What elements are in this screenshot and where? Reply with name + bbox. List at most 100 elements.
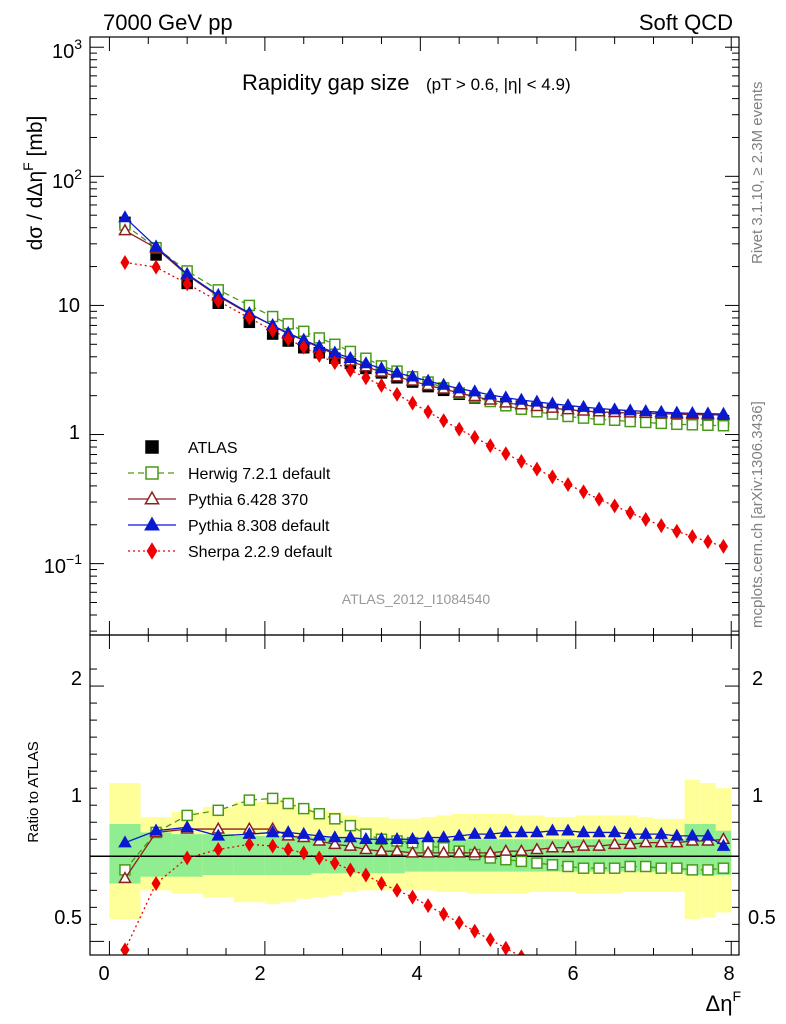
ratio-ytick-1-right: 1 xyxy=(752,785,763,807)
ratio-pythia-8-308-default-point xyxy=(623,826,637,839)
ratio-pythia-8-308-default-point xyxy=(118,835,132,848)
sherpa-2-2-9-default-point xyxy=(485,438,495,454)
sherpa-2-2-9-default-point xyxy=(454,421,464,437)
top-y-axis-ticks xyxy=(90,46,739,632)
ratio-pythia-6-428-370-point xyxy=(118,871,132,884)
ratio-sherpa-2-2-9-default-point xyxy=(299,845,309,861)
pythia-8-308-default-point xyxy=(118,210,132,223)
pythia-8-308-default-point xyxy=(359,356,373,369)
legend-marker-pythia-8-308-default xyxy=(144,516,160,531)
ratio-pythia-8-308-default-point xyxy=(514,825,529,838)
sherpa-2-2-9-default-point xyxy=(392,386,402,402)
ratio-herwig-7-2-1-default-point xyxy=(329,813,341,825)
ratio-pythia-8-308-default-point xyxy=(436,830,451,843)
ratio-pythia-8-308-default-point xyxy=(499,825,513,838)
sherpa-2-2-9-default-point xyxy=(407,395,418,411)
ratio-pythia-6-428-370-point xyxy=(499,843,513,856)
ratio-herwig-7-2-1-default-point xyxy=(297,802,310,815)
pythia-8-308-default-point xyxy=(623,403,637,416)
ratio-y-axis-label: Ratio to ATLAS xyxy=(25,741,42,842)
pythia-8-308-default-point xyxy=(607,402,622,415)
ratio-ytick-1-left: 1 xyxy=(71,785,82,807)
sherpa-2-2-9-default-point xyxy=(718,538,729,554)
sherpa-2-2-9-default-point xyxy=(283,331,293,347)
pythia-8-308-default-point xyxy=(701,406,715,419)
pythia-8-308-default-point xyxy=(638,404,653,417)
ratio-pythia-8-308-default-point xyxy=(281,825,295,838)
xtick-label-8: 8 xyxy=(723,963,734,985)
ratio-sherpa-2-2-9-default-point xyxy=(580,977,588,990)
ratio-pythia-6-428-370-point xyxy=(561,840,575,853)
legend-label-pythia-8-308-default: Pythia 8.308 default xyxy=(188,518,330,535)
xtick-label-6: 6 xyxy=(567,963,578,985)
pythia-8-308-default-point xyxy=(374,361,389,374)
ratio-herwig-7-2-1-default-point xyxy=(702,864,714,876)
ytick-label-0p1: 10−1 xyxy=(44,551,82,578)
chart-title: Rapidity gap size (pT > 0.6, |η| < 4.9) xyxy=(242,70,571,95)
pythia-8-308-default-point xyxy=(670,405,684,418)
ratio-sherpa-2-2-9-default-point xyxy=(213,842,223,857)
herwig-7-2-1-default-point xyxy=(702,419,714,431)
ratio-herwig-7-2-1-default-point xyxy=(243,794,256,806)
ratio-pythia-6-428-370-point xyxy=(638,835,653,848)
sherpa-2-2-9-default-point xyxy=(532,461,542,477)
ratio-sherpa-2-2-9-default-point xyxy=(392,882,402,898)
sherpa-2-2-9-default-point xyxy=(625,505,635,521)
sherpa-2-2-9-default-point xyxy=(656,518,666,534)
herwig-7-2-1-default-point xyxy=(639,416,652,429)
ratio-sherpa-2-2-9-default-point xyxy=(151,876,161,891)
sherpa-2-2-9-default-point xyxy=(268,322,278,338)
rivet-version-label: Rivet 3.1.10, ≥ 2.3M events xyxy=(749,82,766,265)
sherpa-2-2-9-default-point xyxy=(439,413,449,429)
ratio-herwig-7-2-1-default-point xyxy=(624,860,636,873)
pythia-8-308-default-point xyxy=(421,373,435,386)
ratio-herwig-7-2-1-default-point xyxy=(686,864,699,876)
legend-label-atlas: ATLAS xyxy=(188,440,238,457)
ratio-sherpa-2-2-9-default-point xyxy=(470,923,480,939)
ratio-herwig-7-2-1-default-point xyxy=(577,862,590,874)
ratio-uncertainty-bands xyxy=(109,779,732,920)
ratio-herwig-7-2-1-default-point xyxy=(671,862,683,874)
ratio-sherpa-2-2-9-default-point xyxy=(611,986,619,999)
ratio-pythia-8-308-default-point xyxy=(211,828,226,841)
sherpa-2-2-9-default-point xyxy=(120,255,130,270)
ratio-ytick-0p5-left: 0.5 xyxy=(54,907,82,929)
ratio-pythia-8-308-default-point xyxy=(545,823,560,836)
top-y-tick-labels: 10−1 1 10 102 103 xyxy=(44,36,82,578)
ratio-pythia-6-428-370-point xyxy=(390,843,404,856)
pythia-8-308-default-point xyxy=(390,365,404,378)
ratio-sherpa-2-2-9-default-point xyxy=(314,850,324,866)
pythia-8-308-default-point xyxy=(561,398,575,411)
ratio-sherpa-2-2-9-default-point xyxy=(439,906,449,922)
sherpa-2-2-9-default-point xyxy=(330,355,340,371)
herwig-7-2-1-default-line xyxy=(124,224,724,427)
xtick-label-4: 4 xyxy=(411,963,422,985)
ratio-sherpa-2-2-9-default-point xyxy=(626,989,634,1002)
ratio-pythia-6-428-370-point xyxy=(436,845,451,858)
sherpa-2-2-9-default-point xyxy=(376,377,387,393)
process-label: Soft QCD xyxy=(639,10,733,35)
pythia-8-308-default-point xyxy=(514,392,529,405)
ratio-sherpa-2-2-9-default-point xyxy=(501,940,511,955)
ratio-pythia-6-428-370-point xyxy=(607,837,622,850)
ratio-pythia-6-428-370-point xyxy=(514,843,529,856)
sherpa-2-2-9-default-point xyxy=(470,429,480,445)
pythia-6-428-370-point xyxy=(118,223,132,236)
sherpa-2-2-9-default-point xyxy=(703,534,713,550)
ratio-sherpa-2-2-9-default-point xyxy=(120,942,130,955)
ratio-sherpa-2-2-9-default-point xyxy=(244,836,254,852)
ratio-pythia-6-428-370-point xyxy=(623,837,637,850)
ratio-pythia-8-308-default-point xyxy=(452,828,466,841)
ratio-ytick-0p5-right: 0.5 xyxy=(748,907,776,929)
mcplots-reference-label: mcplots.cern.ch [arXiv:1306.3436] xyxy=(749,401,766,628)
sherpa-2-2-9-default-point xyxy=(578,484,589,500)
sherpa-2-2-9-default-point xyxy=(361,370,371,386)
herwig-7-2-1-default-point xyxy=(624,415,636,428)
ratio-pythia-6-428-370-point xyxy=(654,835,669,848)
sherpa-2-2-9-default-point xyxy=(299,339,309,355)
pythia-8-308-default-point xyxy=(149,239,163,252)
ratio-pythia-8-308-default-point xyxy=(701,828,715,841)
ratio-pythia-6-428-370-point xyxy=(405,845,420,858)
x-tick-labels: 0 2 4 6 8 xyxy=(98,963,734,985)
